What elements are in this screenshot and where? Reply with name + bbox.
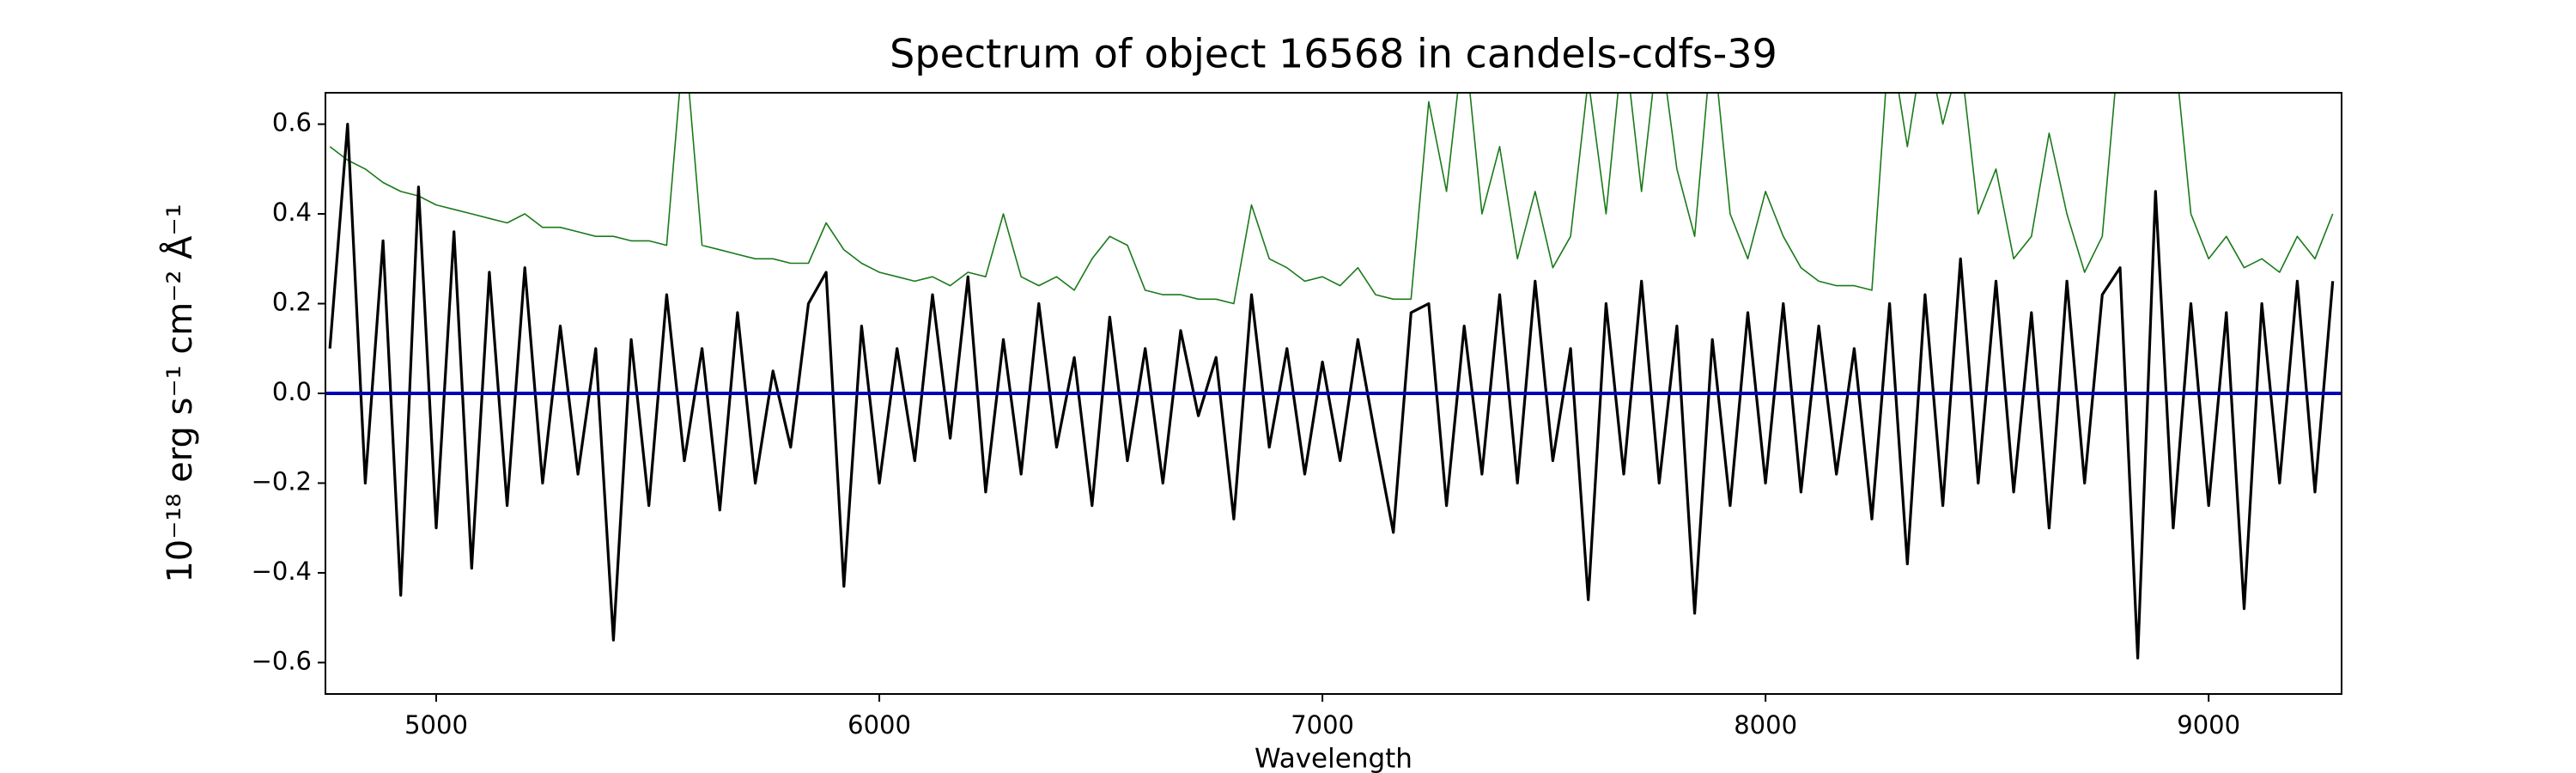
- x-tick-label: 9000: [2177, 710, 2240, 740]
- x-tick-label: 8000: [1734, 710, 1797, 740]
- y-axis-label: 10⁻¹⁸ erg s⁻¹ cm⁻² Å⁻¹: [159, 204, 200, 582]
- y-tick-label: 0.4: [272, 198, 312, 227]
- chart-title: Spectrum of object 16568 in candels-cdfs…: [890, 31, 1777, 77]
- spectrum-line: [328, 123, 2335, 660]
- y-tick-label: −0.2: [252, 466, 312, 496]
- y-tick-label: −0.4: [252, 557, 312, 586]
- x-tick-label: 5000: [404, 710, 468, 740]
- y-tick-label: 0.0: [272, 377, 312, 406]
- y-tick-label: 0.2: [272, 288, 312, 317]
- y-tick-label: 0.6: [272, 108, 312, 137]
- y-tick-label: −0.6: [252, 646, 312, 675]
- plot-area: [325, 93, 2342, 660]
- spectrum-line: [329, 93, 2334, 305]
- x-tick-label: 6000: [848, 710, 911, 740]
- x-tick-label: 7000: [1291, 710, 1354, 740]
- x-axis-label: Wavelength: [1255, 744, 1413, 773]
